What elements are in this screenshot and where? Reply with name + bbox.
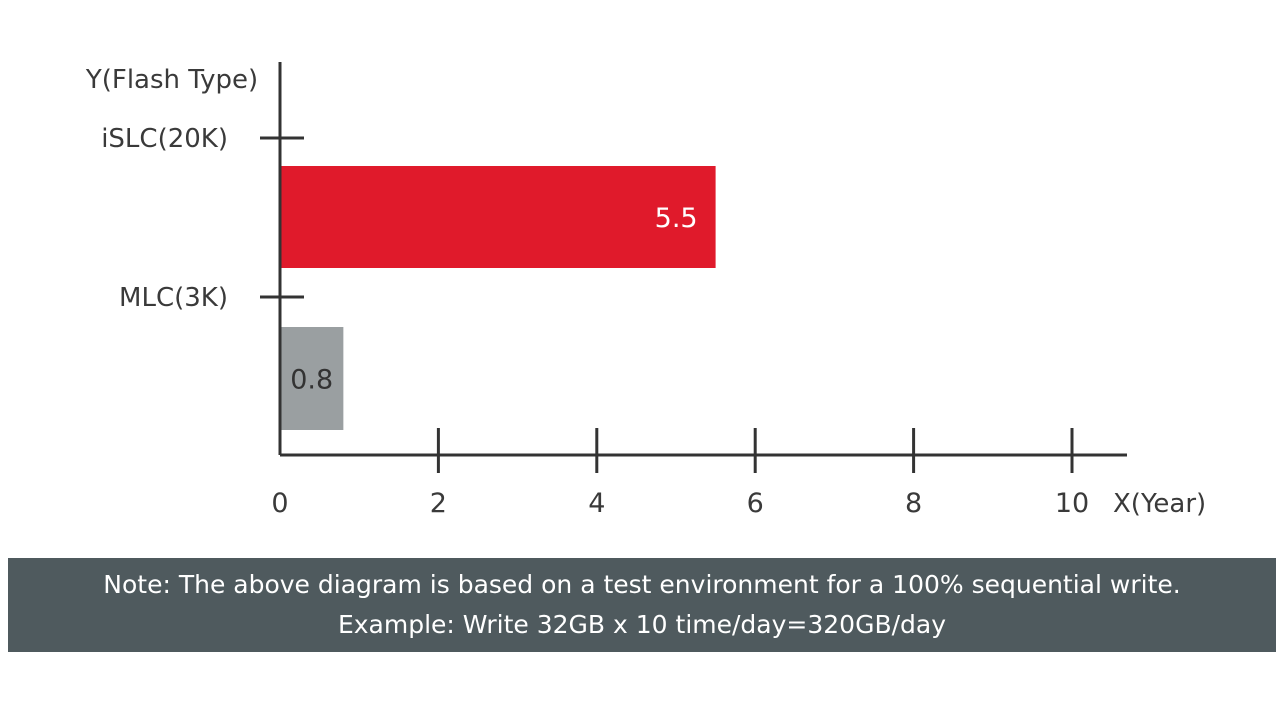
y-tick-label: MLC(3K) bbox=[119, 283, 228, 313]
x-axis-title: X(Year) bbox=[1113, 489, 1206, 519]
y-tick-label: iSLC(20K) bbox=[101, 124, 228, 154]
x-tick-label: 8 bbox=[905, 488, 922, 519]
bar bbox=[280, 327, 344, 430]
x-ticks-group: 0 2 4 6 8 10 bbox=[271, 428, 1089, 519]
x-tick-label: 0 bbox=[271, 488, 288, 519]
note-banner: Note: The above diagram is based on a te… bbox=[8, 558, 1276, 652]
axes-group bbox=[278, 62, 1127, 457]
y-ticks-group: iSLC(20K) MLC(3K) bbox=[101, 124, 304, 313]
bars-group: 5.5 0.8 bbox=[280, 166, 716, 430]
y-axis-title: Y(Flash Type) bbox=[85, 65, 258, 95]
note-line-1: Note: The above diagram is based on a te… bbox=[103, 570, 1181, 599]
x-tick-label: 10 bbox=[1055, 488, 1089, 519]
x-tick-label: 2 bbox=[430, 488, 447, 519]
x-tick-label: 6 bbox=[747, 488, 764, 519]
bar-value-label: 0.8 bbox=[290, 365, 333, 396]
bar-value-label: 5.5 bbox=[655, 203, 698, 234]
note-line-2: Example: Write 32GB x 10 time/day=320GB/… bbox=[337, 610, 947, 639]
endurance-chart: 5.5 0.8 iSLC(20K) MLC(3K) 0 2 4 6 8 10 Y(Flash … bbox=[85, 62, 1206, 519]
x-tick-label: 4 bbox=[588, 488, 605, 519]
bar bbox=[280, 166, 716, 268]
